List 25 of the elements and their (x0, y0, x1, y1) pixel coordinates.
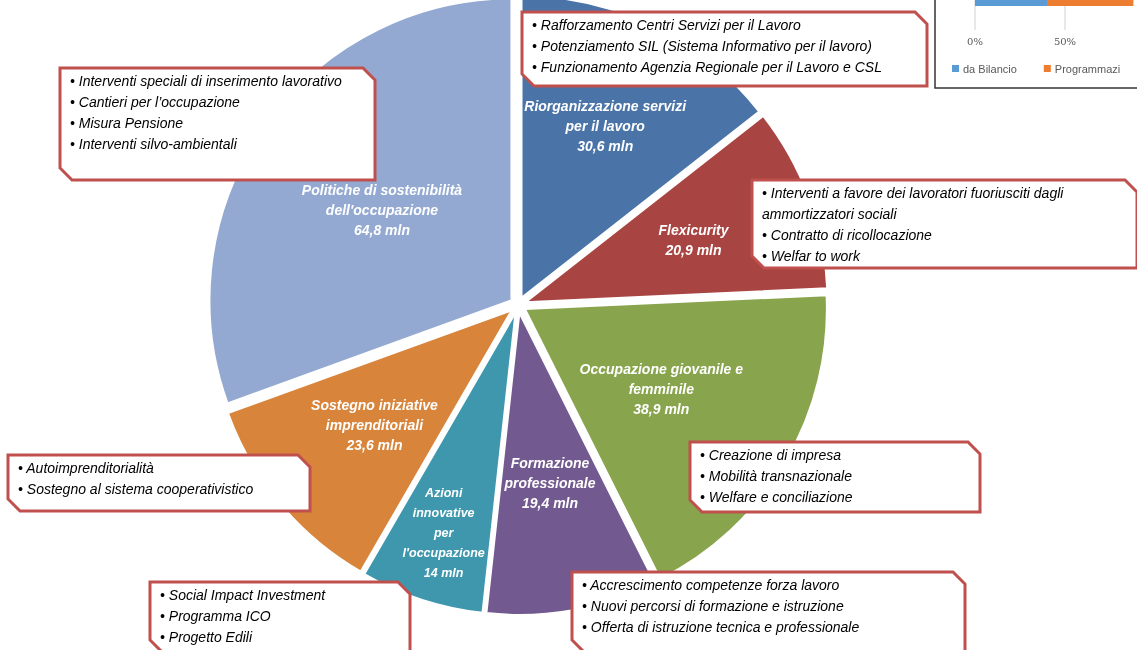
data-label: 14 mln (423, 565, 464, 580)
x-tick-label: 0% (967, 36, 983, 47)
text: • Autoimprenditorialità • Sostegno al sistema cooperativistico (18, 460, 254, 497)
data-label: 30,6 mln (577, 137, 634, 154)
slice-label: Occupazione giovanile e femminile (579, 360, 744, 397)
data-label: 23,6 mln (345, 437, 403, 454)
slice-label: Azioni innovative per l'occupazione (402, 485, 485, 560)
text: • Accrescimento competenze forza lavoro • Nuovi percorsi di formazione e istruzione • Offerta di istruzione tecnica e professionale (582, 577, 860, 635)
text: • Social Impact Investment • Programma ICO • Progetto Edili (160, 587, 327, 645)
slice-label: Formazione professionale (503, 455, 596, 492)
x-tick-label: 50% (1053, 36, 1077, 47)
slice-label: Politiche di sostenibilità dell'occupazione (301, 181, 463, 218)
slice-label: Sostegno iniziative imprenditoriali (311, 397, 439, 434)
slice-label: Riorganizzazione servizi per il lavoro (524, 97, 688, 134)
legend-label: Programmazi (1054, 63, 1121, 75)
legend-label: da Bilancio (963, 63, 1017, 75)
data-label: 20,9 mln (664, 241, 722, 258)
text: • Interventi speciali di inserimento lavorativo • Cantieri per l’occupazione • Misura Pensione • Interventi silvo-ambientali (70, 73, 343, 152)
slice-label: Flexicurity (658, 221, 730, 238)
data-label: 38,9 mln (633, 400, 690, 417)
data-label: 64,8 mln (353, 221, 411, 238)
data-label: 19,4 mln (522, 495, 579, 512)
text: • Creazione di impresa • Mobilità transnazionale • Welfare e conciliazione (700, 447, 853, 505)
text: • Rafforzamento Centri Servizi per il Lavoro • Potenziamento SIL (Sistema Informativo per il lavoro) • Funzionamento Agenzia Regionale per il Lavoro e CSL (532, 17, 882, 75)
text: • Interventi a favore dei lavoratori fuoriusciti dagli ammortizzatori sociali • Contratto di ricollocazione • Welfar to work (762, 185, 1065, 264)
